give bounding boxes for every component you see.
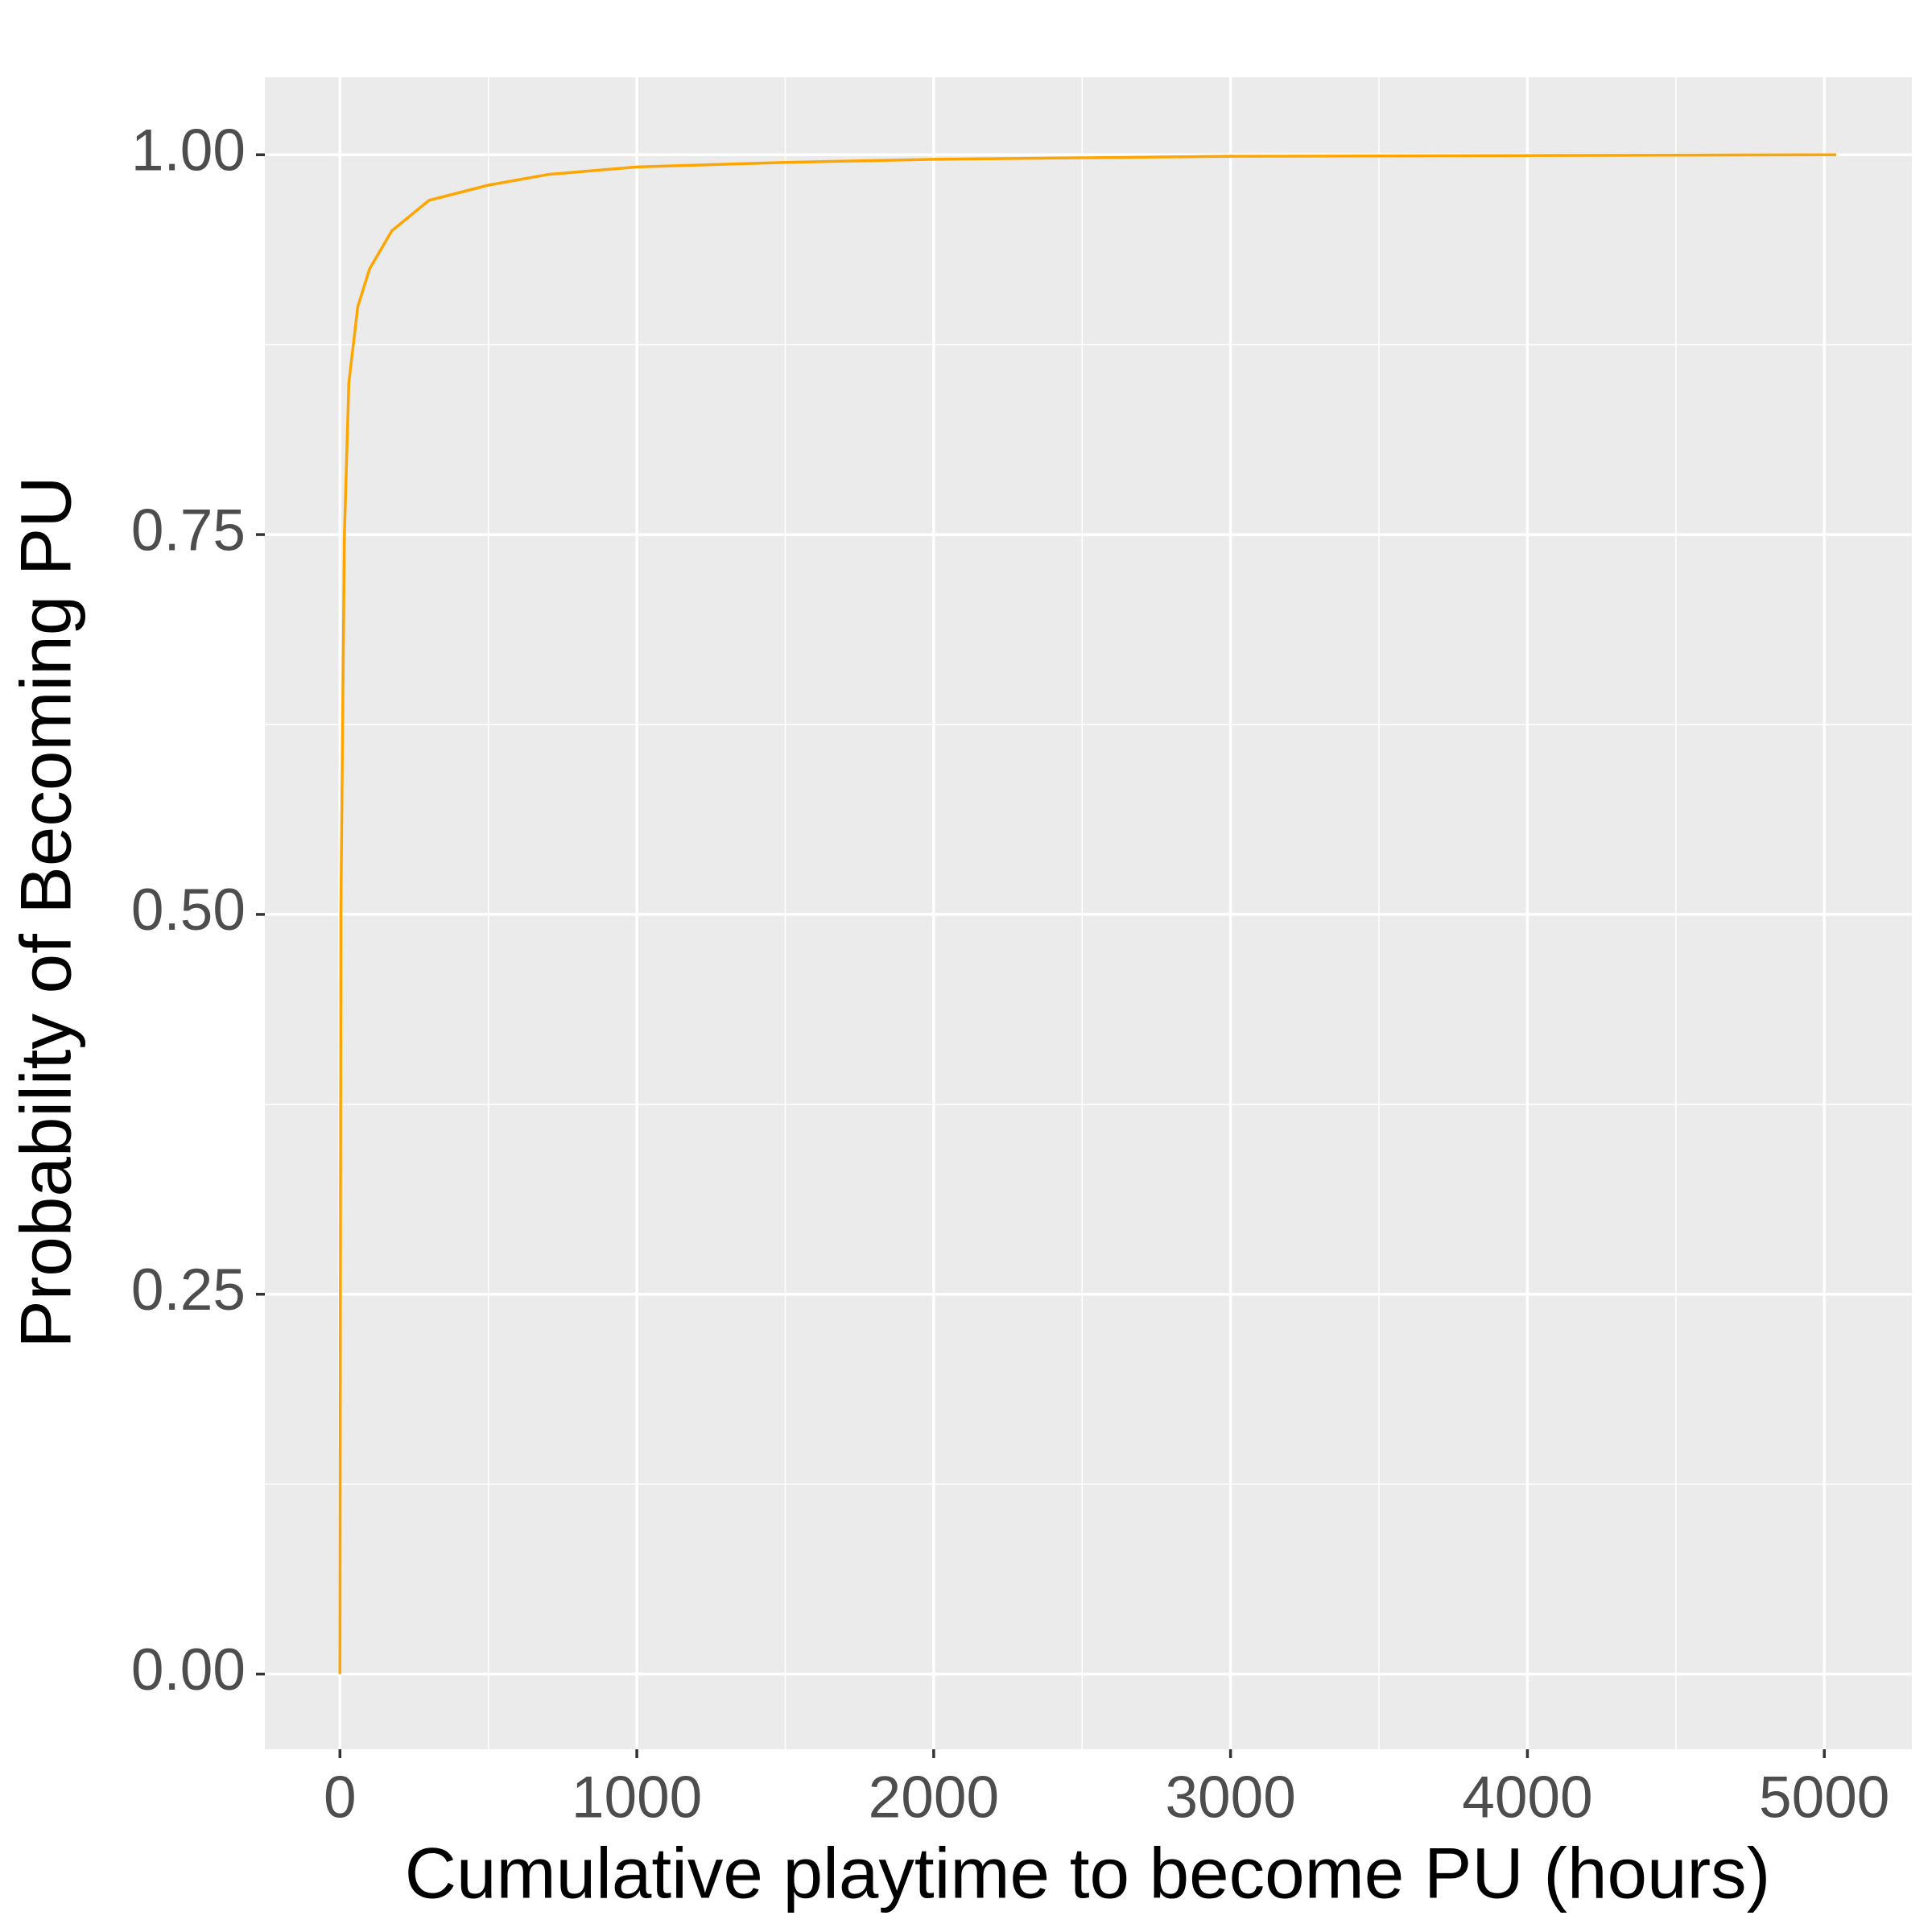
y-tick-label: 0.50 (131, 877, 246, 943)
x-axis-title: Cumulative playtime to become PU (hours) (405, 1833, 1771, 1913)
y-tick-label: 0.00 (131, 1637, 246, 1703)
y-axis-title: Probability of Becoming PU (6, 476, 86, 1348)
x-tick-label: 0 (324, 1765, 357, 1830)
y-tick-label: 0.75 (131, 497, 246, 563)
x-tick-label: 5000 (1759, 1765, 1889, 1830)
y-tick-label: 0.25 (131, 1257, 246, 1323)
x-tick-label: 4000 (1462, 1765, 1592, 1830)
data-line (338, 153, 1836, 1674)
y-tick-label: 1.00 (131, 118, 246, 184)
x-tick-label: 3000 (1165, 1765, 1295, 1830)
x-tick-label: 1000 (572, 1765, 702, 1830)
x-tick-label: 2000 (869, 1765, 999, 1830)
